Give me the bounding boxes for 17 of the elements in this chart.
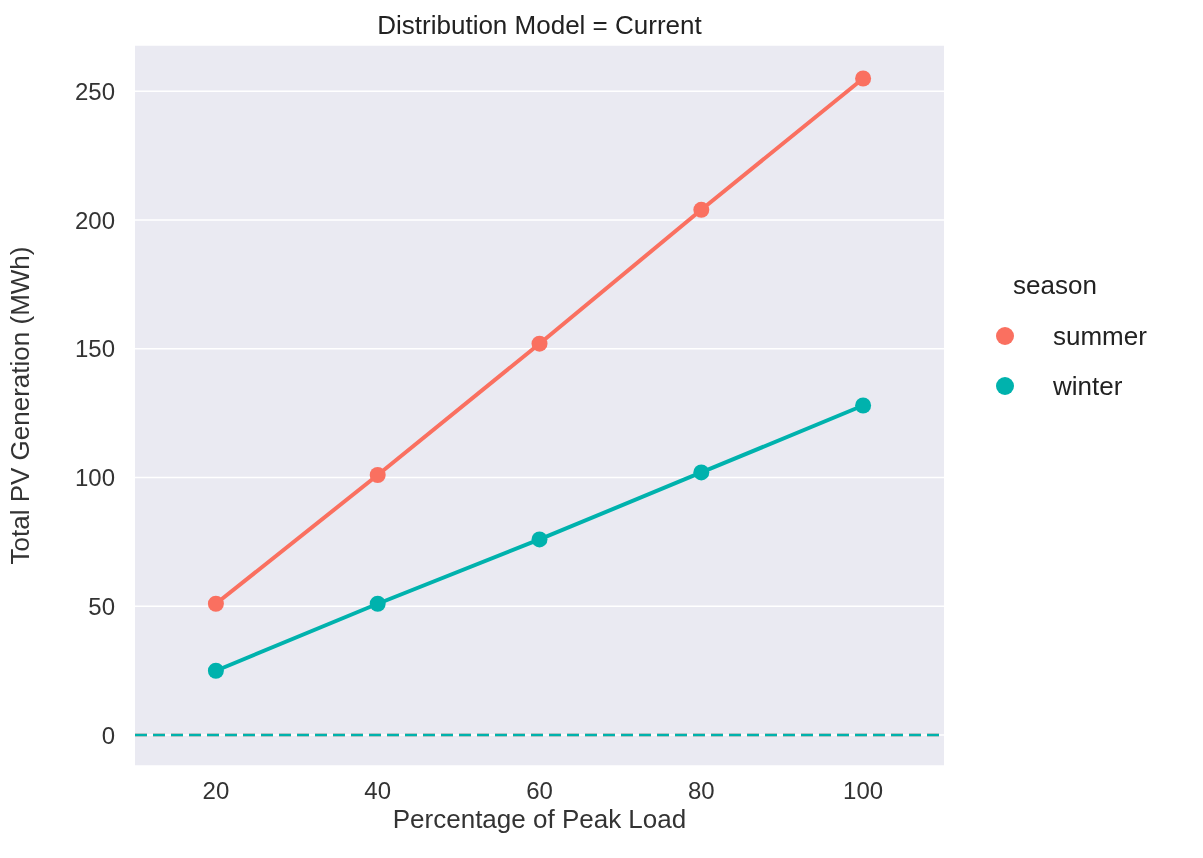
x-tick-label: 80	[687, 777, 715, 805]
x-tick-label: 20	[202, 777, 230, 805]
y-tick-label: 0	[101, 721, 115, 749]
y-tick-label: 150	[74, 335, 115, 363]
x-tick-label: 60	[526, 777, 553, 805]
y-tick-label: 200	[74, 206, 115, 234]
y-tick-label: 50	[88, 592, 115, 620]
y-tick-label: 250	[74, 77, 115, 105]
chart-title: Distribution Model = Current	[376, 10, 703, 41]
legend-label: winter	[1053, 370, 1123, 402]
x-tick-label: 100	[843, 777, 884, 805]
legend-label: summer	[1053, 320, 1147, 352]
x-axis-title: Percentage of Peak Load	[392, 804, 687, 834]
y-axis-title: Total PV Generation (MWh)	[5, 246, 36, 565]
x-tick-label: 40	[364, 777, 392, 805]
y-tick-label: 100	[74, 464, 115, 492]
legend-title: season	[1013, 270, 1098, 301]
